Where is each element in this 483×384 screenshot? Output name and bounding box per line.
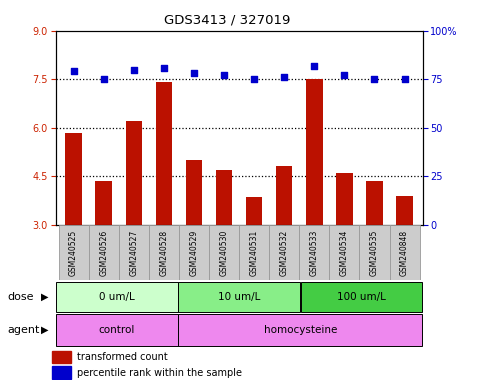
Text: GSM240848: GSM240848 (400, 229, 409, 276)
Point (70, 68, 77, 74)
Bar (178, 314, 422, 346)
Bar (216, 170, 232, 225)
Bar (329, 225, 359, 280)
Text: 10 um/L: 10 um/L (218, 291, 260, 302)
Bar (246, 197, 262, 225)
Text: GSM240535: GSM240535 (370, 229, 379, 276)
Bar (178, 281, 300, 312)
Bar (149, 225, 179, 280)
Point (370, 76, 378, 82)
Text: transformed count: transformed count (77, 352, 168, 362)
Bar (56, 314, 178, 346)
Bar (359, 225, 389, 280)
Point (250, 76, 258, 82)
Bar (306, 79, 323, 225)
Point (220, 72, 228, 78)
Text: homocysteine: homocysteine (264, 325, 337, 335)
Bar (239, 225, 269, 280)
Text: 0 um/L: 0 um/L (99, 291, 135, 302)
Text: 100 um/L: 100 um/L (337, 291, 386, 302)
Bar (389, 225, 420, 280)
Point (160, 65, 168, 71)
Text: percentile rank within the sample: percentile rank within the sample (77, 367, 242, 377)
Text: GSM240526: GSM240526 (99, 229, 108, 276)
Point (311, 63, 318, 69)
Bar (276, 167, 293, 225)
Bar (299, 225, 329, 280)
Text: GSM240533: GSM240533 (310, 229, 319, 276)
Bar (185, 160, 202, 225)
Bar (56, 281, 178, 312)
Bar (53, 351, 71, 363)
Bar (65, 132, 82, 225)
Text: control: control (99, 325, 135, 335)
Text: GSM240531: GSM240531 (250, 229, 258, 276)
Bar (53, 366, 71, 379)
Text: GSM240532: GSM240532 (280, 229, 289, 276)
Text: GSM240528: GSM240528 (159, 229, 169, 276)
Point (341, 72, 348, 78)
Text: GDS3413 / 327019: GDS3413 / 327019 (164, 13, 290, 26)
Text: GSM240525: GSM240525 (69, 229, 78, 276)
Bar (119, 225, 149, 280)
Bar (366, 181, 383, 225)
Bar (300, 281, 422, 312)
Point (100, 76, 108, 82)
Text: ▶: ▶ (41, 291, 49, 302)
Bar (89, 225, 119, 280)
Bar (336, 173, 353, 225)
Point (130, 66, 138, 73)
Text: GSM240529: GSM240529 (189, 229, 199, 276)
Bar (96, 181, 112, 225)
Bar (396, 195, 413, 225)
Text: GSM240530: GSM240530 (220, 229, 228, 276)
Point (190, 70, 198, 76)
Bar (58, 225, 89, 280)
Text: GSM240527: GSM240527 (129, 229, 138, 276)
Bar (126, 121, 142, 225)
Point (280, 74, 288, 80)
Text: dose: dose (7, 291, 34, 302)
Point (401, 76, 409, 82)
Bar (269, 225, 299, 280)
Text: agent: agent (7, 325, 40, 335)
Text: ▶: ▶ (41, 325, 49, 335)
Bar (209, 225, 239, 280)
Text: GSM240534: GSM240534 (340, 229, 349, 276)
Bar (179, 225, 209, 280)
Bar (156, 83, 172, 225)
